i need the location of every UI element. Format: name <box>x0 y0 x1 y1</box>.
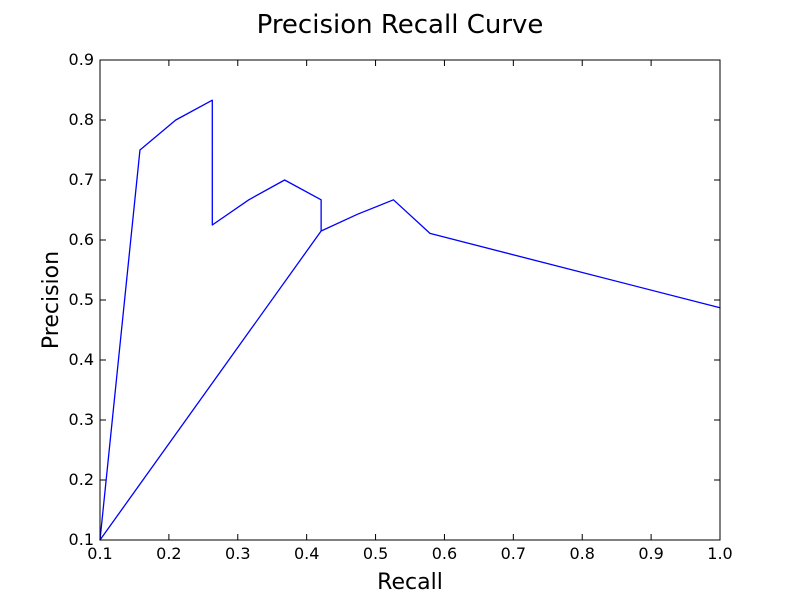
y-tick-label: 0.7 <box>69 170 94 189</box>
x-tick-label: 0.3 <box>225 544 250 563</box>
x-tick-label: 1.0 <box>707 544 732 563</box>
y-axis-label: Precision <box>39 251 64 349</box>
x-tick-label: 0.9 <box>638 544 663 563</box>
x-tick-label: 0.4 <box>294 544 319 563</box>
x-tick-label: 0.7 <box>501 544 526 563</box>
plot-frame <box>99 59 721 541</box>
chart-title: Precision Recall Curve <box>257 10 544 40</box>
y-tick-label: 0.1 <box>69 530 94 549</box>
y-tick-label: 0.3 <box>69 410 94 429</box>
plot-area <box>99 99 721 541</box>
tick-group: 0.1 0.2 0.3 0.4 0.5 0.6 0.7 0.8 0.9 1.0 0.1 0.2 0.3 0… <box>69 50 733 563</box>
x-tick-label: 0.1 <box>87 544 112 563</box>
pr-curve-line <box>99 99 721 541</box>
y-tick-label: 0.8 <box>69 110 94 129</box>
x-tick-label: 0.8 <box>569 544 594 563</box>
y-tick-label: 0.6 <box>69 230 94 249</box>
x-tick-label: 0.2 <box>156 544 181 563</box>
y-tick-label: 0.4 <box>69 350 94 369</box>
x-tick-label: 0.6 <box>432 544 457 563</box>
y-tick-label: 0.5 <box>69 290 94 309</box>
y-tick-label: 0.9 <box>69 50 94 69</box>
y-tick-label: 0.2 <box>69 470 94 489</box>
x-axis-label: Recall <box>377 570 443 595</box>
x-tick-label: 0.5 <box>363 544 388 563</box>
